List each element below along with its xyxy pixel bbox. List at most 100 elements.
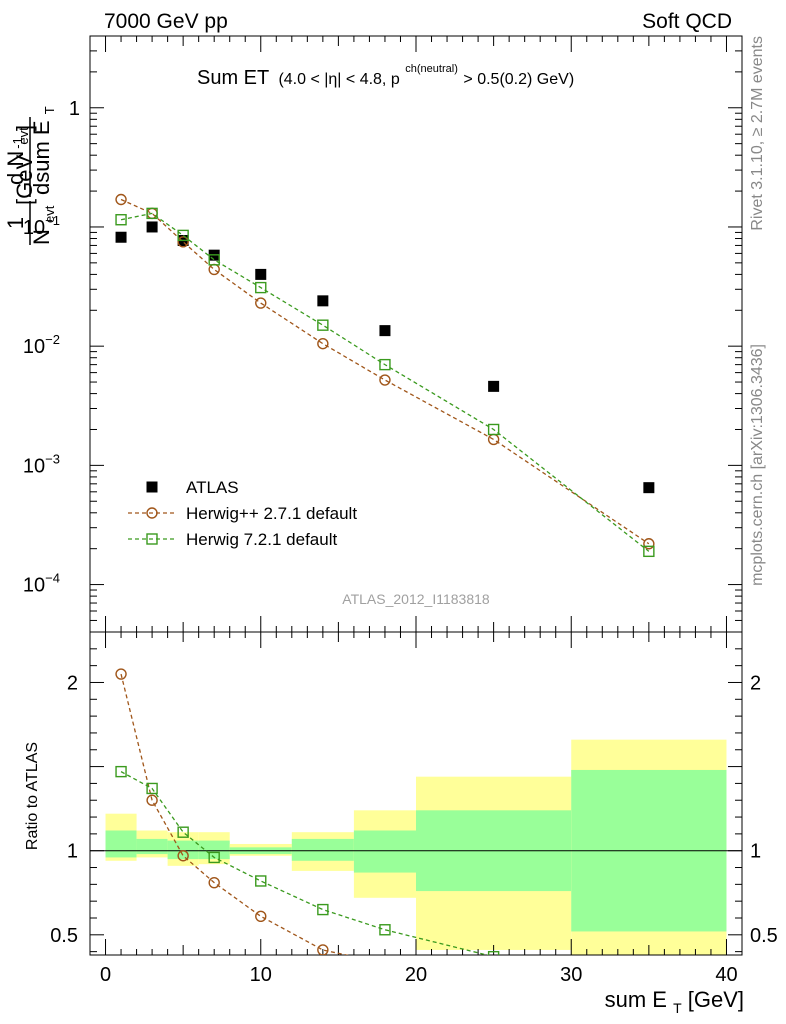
data-point-0-8: [643, 482, 655, 494]
main-y-tick-label: 10−2: [23, 332, 60, 358]
ratio-series: [115, 668, 654, 982]
legend-marker-1: [146, 507, 158, 519]
analysis-tag: ATLAS_2012_I1183818: [342, 591, 490, 607]
data-point-2-7: [487, 423, 500, 436]
ratio-point-0-3: [208, 876, 220, 889]
ratio-point-1-6: [379, 924, 391, 936]
tick-base: 1: [69, 98, 80, 120]
x-tick-label: 40: [715, 964, 737, 986]
data-point-1-8: [643, 538, 655, 550]
data-point-1-5: [317, 337, 329, 350]
ratio-point-0-1: [146, 794, 158, 806]
ratio-point-0-0: [115, 668, 127, 680]
band-inner-0: [105, 830, 137, 858]
ratio-point-0-2: [177, 850, 189, 862]
data-point-2-8: [643, 545, 655, 558]
legend-label-2: Herwig 7.2.1 default: [186, 530, 337, 549]
x-tick-label: 30: [560, 964, 582, 986]
ratio-point-1-2: [177, 826, 189, 838]
main-y-tick-label: 10−1: [23, 213, 60, 239]
series-line-1: [120, 198, 650, 545]
data-point-0-1: [146, 221, 158, 233]
title-sub-sup: ch(neutral): [405, 63, 458, 75]
legend-label-1: Herwig++ 2.7.1 default: [186, 504, 357, 523]
rivet-version-label: Rivet 3.1.10, ≥ 2.7M events: [749, 36, 766, 231]
ratio-point-1-3: [208, 851, 220, 864]
collision-energy-label: 7000 GeV pp: [104, 10, 228, 33]
band-inner-2: [167, 840, 199, 860]
mcplots-label: mcplots.cern.ch [arXiv:1306.3436]: [749, 344, 766, 586]
data-point-2-1: [146, 207, 158, 220]
tick-base: 10: [23, 575, 45, 597]
ratio-line-0: [120, 673, 350, 955]
ylabel-numerator-one: 1: [3, 217, 28, 229]
x-tick-label: 10: [250, 964, 272, 986]
ratio-point-1-4: [255, 875, 267, 887]
data-point-1-3: [208, 263, 220, 276]
data-point-1-2: [177, 236, 189, 248]
main-series: [115, 193, 655, 558]
ratio-point-1-1: [146, 782, 158, 795]
x-tick-label: 0: [100, 964, 111, 986]
ratio-point-1-8: [644, 965, 654, 975]
data-point-1-6: [379, 374, 391, 386]
ratio-uncertainty-bands: [105, 739, 727, 955]
ratio-y-tick-label: 1: [67, 841, 78, 863]
main-plot-title: Sum ET (4.0 < |η| < 4.8, p ch(neutral) >…: [197, 55, 574, 89]
ratio-y-axis-title: Ratio to ATLAS: [24, 742, 41, 850]
band-inner-3: [198, 840, 230, 860]
band-inner-6: [353, 830, 416, 873]
band-inner-5: [291, 838, 354, 861]
ratio-y-tick-label-right: 1: [750, 841, 761, 863]
data-point-2-4: [255, 281, 267, 294]
data-point-0-0: [115, 231, 127, 243]
legend-label-0: ATLAS: [186, 478, 239, 497]
main-y-axis-title: [GeV -1 ] 1 N evt d N evt dsum E T: [3, 106, 57, 245]
category-label: Soft QCD: [642, 10, 732, 33]
ratio-point-1-5: [317, 903, 329, 916]
ratio-point-0-5: [317, 944, 329, 955]
tick-exponent: −3: [45, 451, 60, 466]
data-point-0-4: [255, 268, 267, 280]
ratio-point-0-4: [255, 910, 267, 923]
data-point-1-0: [115, 193, 127, 206]
tick-exponent: −2: [45, 332, 60, 347]
tick-exponent: −4: [45, 571, 60, 586]
data-point-0-6: [379, 325, 391, 337]
data-point-2-3: [208, 254, 220, 266]
main-y-tick-label: 10−3: [23, 451, 60, 477]
title-sub-a: (4.0 < |η| < 4.8, p: [278, 71, 399, 88]
data-point-0-7: [488, 380, 500, 392]
series-line-2: [120, 212, 650, 552]
tick-exponent: −1: [45, 213, 60, 228]
legend-marker-0: [146, 481, 158, 493]
ratio-point-1-0: [115, 765, 127, 778]
ratio-y-tick-label: 2: [67, 672, 78, 694]
tick-base: 10: [23, 455, 45, 477]
data-point-1-7: [487, 433, 500, 446]
tick-base: 10: [23, 336, 45, 358]
ylabel-denominator-dsum: dsum E T: [29, 106, 57, 195]
legend-marker-2: [146, 533, 158, 545]
data-point-2-2: [177, 229, 189, 242]
main-y-tick-label: 1: [69, 98, 80, 120]
data-point-2-6: [379, 358, 391, 371]
ylabel-unit-sup: -1: [10, 137, 25, 149]
data-point-2-0: [115, 214, 127, 226]
ylabel-denominator-n: N evt: [29, 205, 57, 245]
main-y-tick-label: 10−4: [23, 571, 60, 597]
data-point-0-5: [317, 295, 329, 307]
ratio-y-tick-label: 0.5: [50, 925, 78, 947]
ylabel-unit: [GeV: [12, 155, 37, 205]
title-sub-b: > 0.5(0.2) GeV): [463, 71, 574, 88]
legend: ATLAS Herwig++ 2.7.1 default Herwig 7.2.1 …: [128, 478, 357, 549]
data-point-1-4: [255, 297, 267, 309]
ratio-point-1-7: [487, 950, 500, 955]
ratio-point-0-7: [489, 972, 499, 982]
ratio-y-tick-label-right: 0.5: [750, 925, 778, 947]
title-main: Sum ET: [197, 67, 269, 89]
data-point-2-5: [317, 319, 329, 331]
ylabel-numerator-dn: d N evt: [3, 127, 31, 185]
ylabel-unit-end: ]: [12, 125, 37, 131]
